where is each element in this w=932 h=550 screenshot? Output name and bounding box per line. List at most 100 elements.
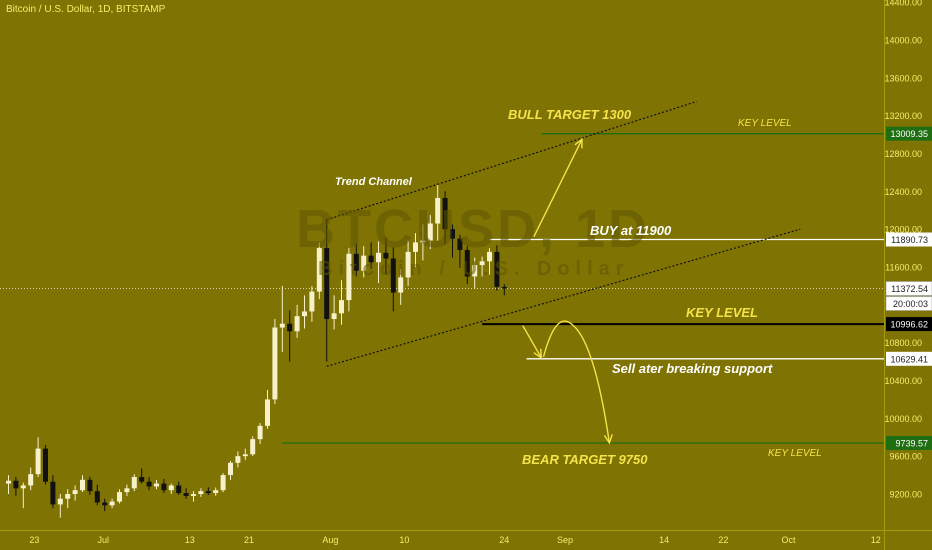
candle-body (501, 286, 507, 289)
candle-body (464, 249, 470, 277)
candle-body (494, 251, 500, 287)
bear-target-label: BEAR TARGET 9750 (522, 452, 648, 467)
price-label-box (886, 317, 932, 332)
y-tick-label: 14400.00 (884, 0, 922, 8)
x-tick-label: Sep (557, 535, 573, 545)
candle-body (72, 490, 78, 494)
bull-arrow-head (574, 137, 583, 149)
y-tick-label: 13200.00 (884, 111, 922, 121)
candle-body (94, 491, 100, 503)
trend-channel-upper-line (326, 100, 697, 221)
candle-body (154, 483, 159, 487)
y-tick-label: 10400.00 (884, 376, 922, 386)
price-label-box (886, 435, 932, 450)
candle-body (294, 316, 300, 332)
candle-body (131, 476, 137, 489)
bull-target-label: BULL TARGET 1300 (508, 107, 632, 122)
countdown-box (885, 296, 932, 311)
candle-body (472, 265, 478, 277)
x-tick-label: Oct (781, 535, 796, 545)
candle-body (139, 476, 145, 482)
candle-body (183, 493, 189, 496)
candle-body (287, 323, 293, 332)
candle-body (28, 474, 34, 486)
candle-body (198, 491, 204, 494)
candle-body (487, 251, 492, 262)
candle-body (220, 475, 226, 491)
trend-channel-label: Trend Channel (335, 176, 412, 188)
candle-body (405, 251, 411, 278)
candle-body (346, 253, 352, 301)
candle-body (413, 242, 418, 252)
candle-body (479, 261, 485, 266)
y-tick-label: 12800.00 (884, 149, 922, 159)
price-label-text: 13009.35 (890, 129, 928, 139)
price-label-text: 10629.41 (890, 354, 928, 364)
candle-body (228, 462, 233, 476)
x-tick-label: 24 (499, 535, 509, 545)
candle-body (257, 425, 263, 440)
y-tick-label: 12400.00 (884, 187, 922, 197)
key-level-main-label: KEY LEVEL (686, 305, 759, 320)
candle-body (442, 197, 448, 230)
candle-body (265, 399, 270, 426)
symbol-title[interactable]: Bitcoin / U.S. Dollar, 1D, BITSTAMP (6, 4, 166, 15)
candle-body (20, 485, 26, 489)
candle-body (331, 313, 337, 320)
candle-body (117, 492, 122, 502)
candle-body (102, 502, 108, 506)
x-tick-label: 14 (659, 535, 669, 545)
drawings-layer (326, 100, 801, 445)
candle-body (368, 255, 374, 263)
countdown-text: 20:00:03 (893, 299, 928, 309)
candle-body (6, 480, 11, 484)
x-tick-label: 22 (718, 535, 728, 545)
candle-body (242, 454, 248, 457)
candle-body (316, 248, 322, 292)
bear-arrow-curve-head (603, 434, 613, 445)
candle-body (57, 498, 63, 505)
price-label-box (886, 232, 932, 247)
candle-body (361, 255, 367, 271)
candle-body (146, 481, 152, 487)
y-tick-label: 13600.00 (884, 73, 922, 83)
candle-body (35, 448, 41, 475)
candles-layer (6, 184, 507, 518)
candle-body (390, 258, 396, 293)
candle-body (302, 311, 307, 317)
price-label-box (886, 126, 932, 141)
key-level-bottom-label: KEY LEVEL (768, 448, 822, 459)
candle-body (50, 481, 56, 505)
levels-layer (0, 133, 884, 444)
x-tick-label: Aug (322, 535, 338, 545)
price-label-text: 11890.73 (891, 235, 928, 245)
bear-arrow-curve (542, 320, 611, 444)
bear-arrow-short-head (533, 348, 543, 360)
candle-body (191, 494, 196, 496)
candle-body (324, 248, 330, 320)
candle-body (435, 197, 441, 224)
candle-body (161, 483, 167, 491)
candle-body (43, 448, 48, 482)
candle-body (168, 485, 174, 491)
watermark-description: Bitcoin / U.S. Dollar (318, 258, 630, 280)
x-tick-label: 23 (29, 535, 39, 545)
candle-body (65, 494, 71, 499)
y-tick-label: 10800.00 (884, 338, 922, 348)
candle-body (213, 490, 219, 494)
candle-body (398, 277, 404, 293)
bull-arrow-line (533, 139, 583, 238)
candle-body (272, 327, 278, 400)
candle-body (376, 252, 381, 263)
buy-label: BUY at 11900 (590, 223, 672, 238)
x-tick-label: 12 (871, 535, 881, 545)
candle-body (309, 291, 315, 312)
x-tick-label: 10 (399, 535, 409, 545)
price-label-text: 11372.54 (891, 284, 928, 294)
sell-label: Sell ater breaking support (612, 361, 773, 376)
y-tick-label: 12000.00 (884, 225, 922, 235)
price-label-text: 10996.62 (890, 320, 928, 330)
